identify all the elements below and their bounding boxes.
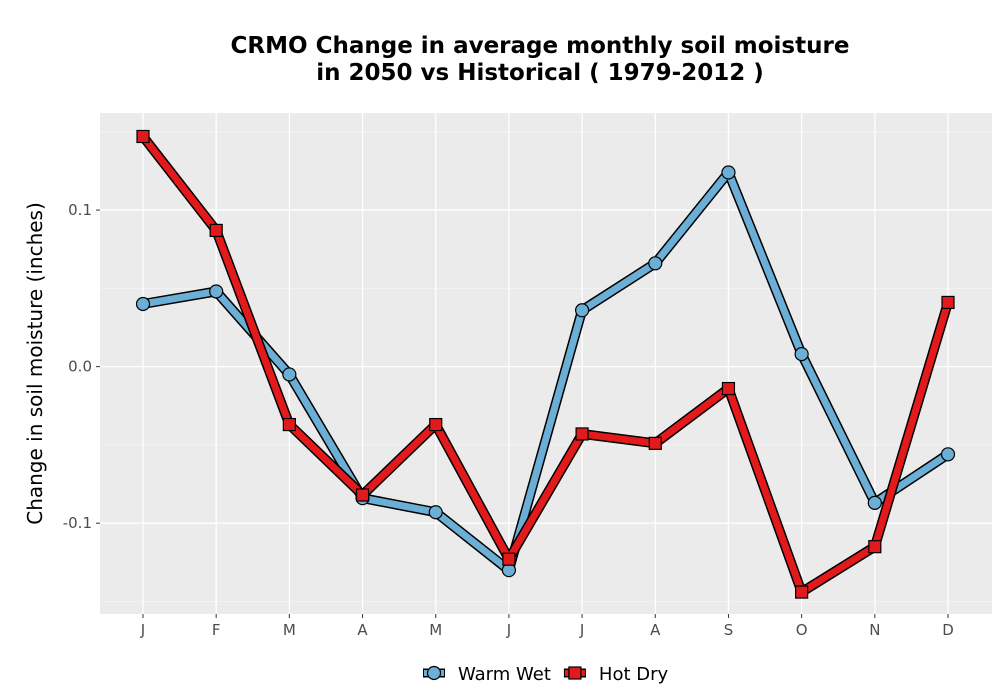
y-tick-label: -0.1 xyxy=(63,514,92,532)
data-point xyxy=(795,585,809,599)
data-point xyxy=(502,552,516,566)
data-point xyxy=(282,367,297,382)
x-tick-label: M xyxy=(283,621,296,639)
x-tick-label: D xyxy=(942,621,954,639)
data-point xyxy=(575,427,589,441)
data-point xyxy=(721,165,736,180)
y-tick-label: 0.0 xyxy=(68,358,92,376)
x-tick-label: A xyxy=(357,621,368,639)
x-tick-label: S xyxy=(724,621,734,639)
data-point xyxy=(794,347,809,362)
data-point xyxy=(209,284,224,299)
series-hot-dry xyxy=(136,129,955,599)
data-point xyxy=(868,540,882,554)
y-tick-label: 0.1 xyxy=(68,201,92,219)
data-point xyxy=(429,417,443,432)
series-line xyxy=(139,132,952,596)
plot-panel xyxy=(100,113,992,614)
data-point xyxy=(428,505,443,520)
series-layer xyxy=(135,129,956,599)
x-tick-label: O xyxy=(796,621,808,639)
y-axis-label: Change in soil moisture (inches) xyxy=(23,202,47,525)
data-point xyxy=(940,447,956,462)
x-tick-label: N xyxy=(869,621,880,639)
data-point xyxy=(209,223,223,238)
data-point xyxy=(648,256,663,271)
data-point xyxy=(136,129,150,144)
data-point xyxy=(941,295,955,310)
legend-item: Hot Dry xyxy=(563,664,669,685)
major-grid xyxy=(100,113,992,614)
chart-title-line-1: CRMO Change in average monthly soil mois… xyxy=(230,33,850,59)
legend-key-marker xyxy=(568,666,582,680)
legend: Warm Wet Hot Dry xyxy=(423,664,668,685)
series-warm-wet xyxy=(135,165,956,578)
y-axis: -0.1 0.0 0.1 xyxy=(63,201,100,532)
data-point xyxy=(721,381,736,396)
x-tick-label: J xyxy=(140,621,145,639)
series-line xyxy=(139,168,952,574)
x-tick-label: J xyxy=(579,621,584,639)
legend-item: Warm Wet xyxy=(423,664,551,685)
data-point xyxy=(282,417,296,432)
data-point xyxy=(648,436,662,450)
data-point xyxy=(355,488,370,502)
x-tick-label: M xyxy=(429,621,442,639)
chart-title-line-2: in 2050 vs Historical ( 1979-2012 ) xyxy=(316,60,764,86)
legend-label: Hot Dry xyxy=(599,664,669,685)
legend-label: Warm Wet xyxy=(458,664,551,685)
x-tick-label: F xyxy=(212,621,221,639)
data-point xyxy=(867,495,882,510)
data-point xyxy=(574,303,590,318)
data-point xyxy=(135,296,151,312)
x-tick-label: A xyxy=(650,621,661,639)
legend-key-marker xyxy=(426,665,442,681)
x-tick-label: J xyxy=(506,621,511,639)
